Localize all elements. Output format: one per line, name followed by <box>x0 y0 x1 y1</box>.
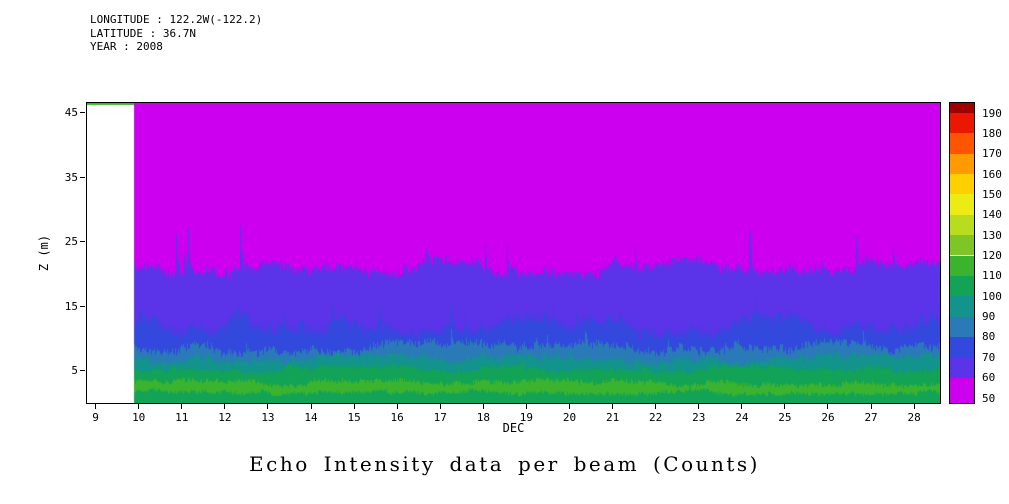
colorbar-cell-140 <box>950 194 974 215</box>
x-axis-tick <box>181 404 183 409</box>
x-axis-tick <box>784 404 786 409</box>
colorbar-tick-label: 150 <box>982 187 1002 201</box>
y-axis-tick <box>80 241 85 243</box>
colorbar-cell-70 <box>950 336 974 358</box>
colorbar-tick-label: 100 <box>982 289 1002 303</box>
colorbar-tick-label: 90 <box>982 310 996 324</box>
x-axis-tick <box>525 404 527 409</box>
x-axis-tick <box>827 404 829 409</box>
x-axis-tick <box>396 404 398 409</box>
colorbar-tick-label: 170 <box>982 147 1002 161</box>
x-axis-tick <box>913 404 915 409</box>
colorbar-tick-label: 60 <box>982 371 996 385</box>
colorbar-cell-130 <box>950 214 974 236</box>
x-axis-tick-label: 28 <box>907 411 921 424</box>
y-axis-tick-label: 25 <box>64 235 78 249</box>
colorbar-tick-label: 160 <box>982 167 1002 181</box>
x-axis-tick-label: 15 <box>347 411 361 424</box>
x-axis-title: DEC <box>502 421 525 435</box>
x-axis-tick-label: 17 <box>433 411 447 424</box>
x-axis-tick <box>698 404 700 409</box>
x-axis-tick-label: 16 <box>390 411 404 424</box>
x-axis-tick <box>741 404 743 409</box>
x-axis-tick <box>224 404 226 409</box>
x-axis-tick-label: 27 <box>864 411 878 424</box>
y-axis-tick <box>80 370 85 372</box>
x-axis-tick-label: 20 <box>562 411 577 424</box>
colorbar-cell-50 <box>950 377 974 403</box>
x-axis-tick-label: 22 <box>649 411 663 424</box>
x-axis-tick <box>267 404 269 409</box>
y-axis-tick-label: 5 <box>71 364 78 378</box>
colorbar-cell-110 <box>950 255 974 276</box>
colorbar-tick-label: 130 <box>982 228 1002 242</box>
x-axis-tick <box>310 404 312 409</box>
x-axis-tick-label: 24 <box>735 411 749 424</box>
x-axis-tick-label: 21 <box>605 411 620 424</box>
x-axis-tick <box>138 404 140 409</box>
y-axis-tick <box>80 112 85 114</box>
colorbar <box>949 102 975 404</box>
colorbar-cell-90 <box>950 296 974 317</box>
x-axis-tick <box>870 404 872 409</box>
y-axis-tick <box>80 305 85 307</box>
x-axis-tick-label: 11 <box>175 411 189 424</box>
colorbar-tick-label: 140 <box>982 208 1002 222</box>
x-axis-tick-label: 18 <box>476 411 490 424</box>
y-axis-tick-label: 45 <box>64 106 78 120</box>
x-axis-tick <box>439 404 441 409</box>
colorbar-tick-label: 180 <box>982 126 1002 140</box>
x-axis-tick <box>569 404 570 409</box>
y-axis-title: Z (m) <box>37 234 51 272</box>
colorbar-cell-120 <box>950 235 974 256</box>
colorbar-cell-180 <box>950 113 974 134</box>
colorbar-cell-190 <box>950 103 974 113</box>
header-year: YEAR : 2008 <box>90 40 163 53</box>
x-axis-tick-label: 13 <box>261 411 275 424</box>
x-axis-tick-label: 26 <box>821 411 835 424</box>
colorbar-tick-label: 110 <box>982 269 1002 283</box>
y-axis-tick-label: 15 <box>64 299 78 313</box>
colorbar-tick-label: 190 <box>982 106 1002 120</box>
x-axis-tick-label: 23 <box>692 411 706 424</box>
y-axis-tick <box>80 176 85 178</box>
colorbar-tick-label: 70 <box>982 350 996 364</box>
plot-area <box>86 102 941 404</box>
colorbar-cell-100 <box>950 275 974 297</box>
colorbar-cell-170 <box>950 133 974 154</box>
x-axis-tick-label: 12 <box>218 411 232 424</box>
header-latitude: LATITUDE : 36.7N <box>90 26 196 40</box>
x-axis-tick-label: 10 <box>132 411 146 424</box>
x-axis-tick-label: 9 <box>92 411 99 424</box>
chart-title: Echo Intensity data per beam (Counts) <box>249 452 760 476</box>
x-axis-tick-label: 19 <box>519 411 534 424</box>
header-longitude: LONGITUDE : 122.2W(-122.2) <box>90 13 263 26</box>
x-axis-tick-label: 14 <box>304 411 318 424</box>
heatmap-canvas <box>87 103 940 403</box>
colorbar-tick-label: 80 <box>982 330 996 344</box>
header-block: LONGITUDE : 122.2W(-122.2) LATITUDE : 36… <box>90 13 262 54</box>
y-axis-tick-label: 35 <box>64 170 78 184</box>
colorbar-cell-60 <box>950 357 974 378</box>
colorbar-cell-160 <box>950 153 974 175</box>
x-axis-tick <box>612 404 614 409</box>
colorbar-cell-80 <box>950 316 974 337</box>
x-axis-tick-label: 25 <box>778 411 792 424</box>
colorbar-tick-label: 50 <box>982 391 996 405</box>
colorbar-tick-label: 120 <box>982 249 1002 262</box>
x-axis-tick <box>353 404 355 409</box>
x-axis-tick <box>655 404 657 409</box>
x-axis-tick <box>95 404 97 409</box>
colorbar-cell-150 <box>950 174 974 195</box>
x-axis-tick <box>482 404 484 409</box>
